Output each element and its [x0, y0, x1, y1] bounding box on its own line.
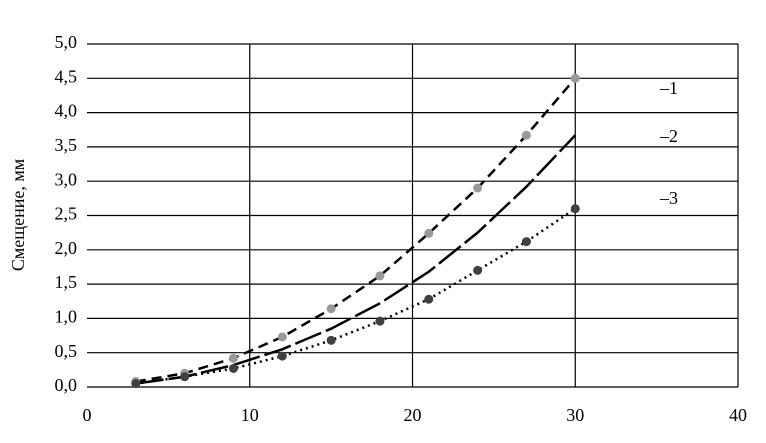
x-tick-label: 10 [241, 405, 259, 425]
y-tick-label: 1,0 [55, 307, 78, 327]
data-point [521, 237, 531, 247]
legend-label: –3 [659, 188, 678, 208]
series-line [135, 77, 577, 383]
data-point [375, 271, 385, 281]
data-point [521, 130, 531, 140]
y-tick-label: 2,0 [55, 238, 78, 258]
data-point [570, 73, 580, 83]
y-tick-label: 3,0 [55, 169, 78, 189]
data-point [277, 332, 287, 342]
x-tick-label: 40 [729, 405, 747, 425]
data-point [131, 379, 141, 389]
y-tick-label: 5,0 [55, 32, 78, 52]
y-axis-label: Смещение, мм [8, 159, 28, 271]
data-point [228, 363, 238, 373]
series-line [135, 134, 577, 385]
x-tick-label: 0 [83, 405, 92, 425]
data-point [326, 304, 336, 314]
data-point [375, 316, 385, 326]
legend-label: –1 [659, 78, 678, 98]
data-point [326, 335, 336, 345]
y-tick-label: 2,5 [55, 204, 78, 224]
x-tick-label: 30 [566, 405, 584, 425]
data-point [424, 228, 434, 238]
data-point [277, 351, 287, 361]
data-point [570, 204, 580, 214]
y-tick-label: 4,0 [55, 101, 78, 121]
data-point [180, 372, 190, 382]
y-tick-label: 0,5 [55, 341, 78, 361]
y-tick-label: 1,5 [55, 272, 78, 292]
data-point [424, 294, 434, 304]
data-point [473, 183, 483, 193]
legend-label: –2 [659, 126, 678, 146]
y-tick-label: 3,5 [55, 135, 78, 155]
x-tick-label: 20 [404, 405, 422, 425]
data-point [473, 265, 483, 275]
y-tick-label: 0,0 [55, 375, 78, 395]
series-line [135, 207, 576, 385]
y-tick-label: 4,5 [55, 66, 78, 86]
data-point [228, 353, 238, 363]
